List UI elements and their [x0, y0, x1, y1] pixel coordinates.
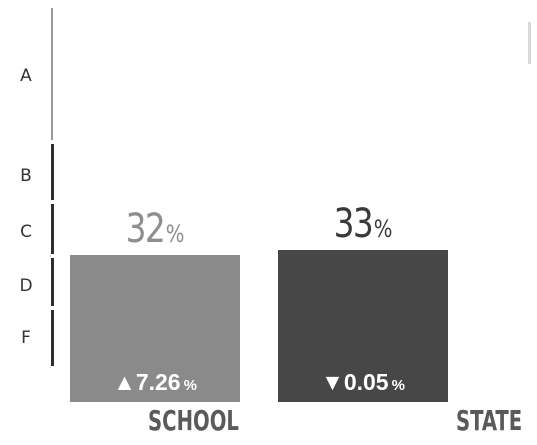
- grade-label-a: A: [20, 66, 32, 86]
- category-label-state: STATE: [456, 404, 523, 437]
- grade-label-b: B: [20, 166, 32, 186]
- axis-segment-f: [51, 310, 54, 366]
- axis-segment-d: [51, 258, 54, 306]
- bar-value-label-state: 33%: [333, 201, 393, 247]
- up-triangle-icon: ▲: [113, 369, 136, 395]
- bar-school: [70, 254, 240, 402]
- change-label-state: ▼0.05%: [321, 369, 405, 395]
- bar-value-label-school: 32%: [125, 205, 185, 252]
- change-label-school: ▲7.26%: [113, 369, 197, 395]
- edge-mark: [528, 22, 531, 64]
- axis-segment-c: [51, 204, 54, 254]
- category-label-school: SCHOOL: [148, 404, 239, 437]
- grade-label-c: C: [20, 222, 32, 242]
- axis-segment-b: [51, 144, 54, 200]
- down-triangle-icon: ▼: [321, 369, 344, 395]
- axis-segment-a: [51, 8, 53, 140]
- bar-state: [278, 250, 448, 402]
- grade-label-f: F: [21, 328, 31, 348]
- grade-label-d: D: [19, 276, 33, 296]
